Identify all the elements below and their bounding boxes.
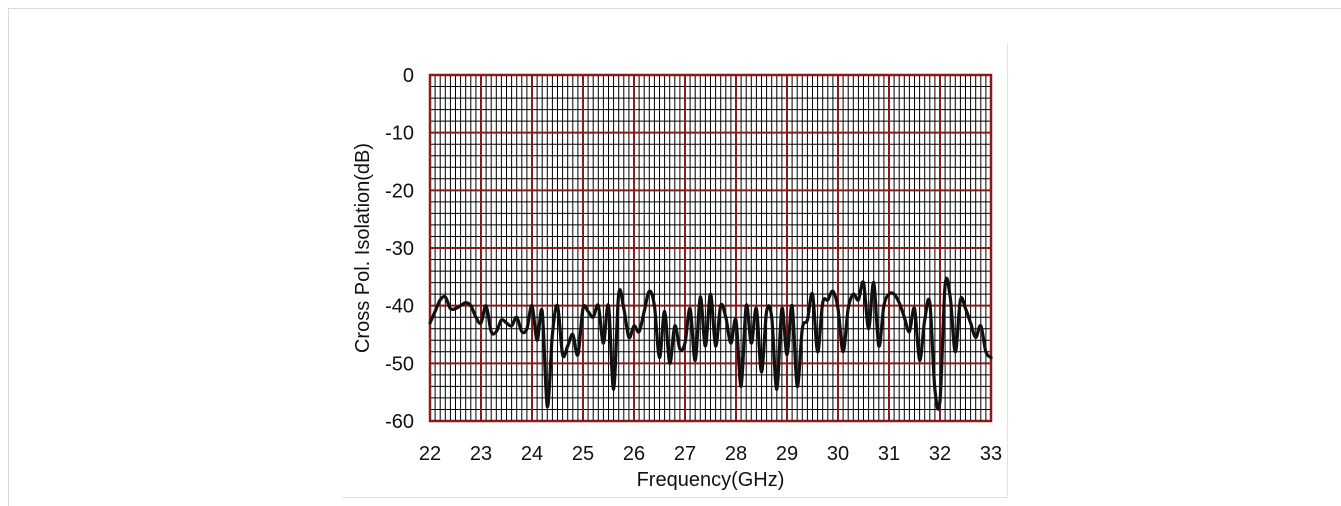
y-tick-label: -30 xyxy=(385,238,414,260)
x-tick-label: 23 xyxy=(470,443,492,465)
x-tick-label: 31 xyxy=(878,443,900,465)
plot-frame xyxy=(428,73,993,423)
x-tick-label: 26 xyxy=(623,443,645,465)
data-series xyxy=(428,276,993,411)
y-tick-labels: 0 -10 -20 -30 -40 -50 -60 xyxy=(385,65,414,433)
x-tick-label: 24 xyxy=(521,443,543,465)
x-tick-label: 27 xyxy=(674,443,696,465)
y-tick-label: -60 xyxy=(385,411,414,433)
x-tick-label: 22 xyxy=(419,443,441,465)
x-tick-label: 25 xyxy=(572,443,594,465)
figure-frame xyxy=(8,8,1341,506)
x-tick-label: 32 xyxy=(929,443,951,465)
x-tick-label: 30 xyxy=(827,443,849,465)
y-tick-label: -20 xyxy=(385,180,414,202)
x-tick-label: 29 xyxy=(776,443,798,465)
y-tick-label: -10 xyxy=(385,123,414,145)
x-tick-label: 33 xyxy=(980,443,1002,465)
y-tick-label: 0 xyxy=(403,65,414,87)
y-axis-label: Cross Pol. Isolation(dB) xyxy=(352,143,374,353)
x-axis-label: Frequency(GHz) xyxy=(637,469,785,491)
y-tick-label: -50 xyxy=(385,353,414,375)
major-grid xyxy=(430,75,991,421)
series-line xyxy=(428,276,993,411)
x-tick-labels: 22 23 24 25 26 27 28 29 30 31 32 33 xyxy=(419,443,1002,465)
y-tick-label: -40 xyxy=(385,296,414,318)
x-tick-label: 28 xyxy=(725,443,747,465)
